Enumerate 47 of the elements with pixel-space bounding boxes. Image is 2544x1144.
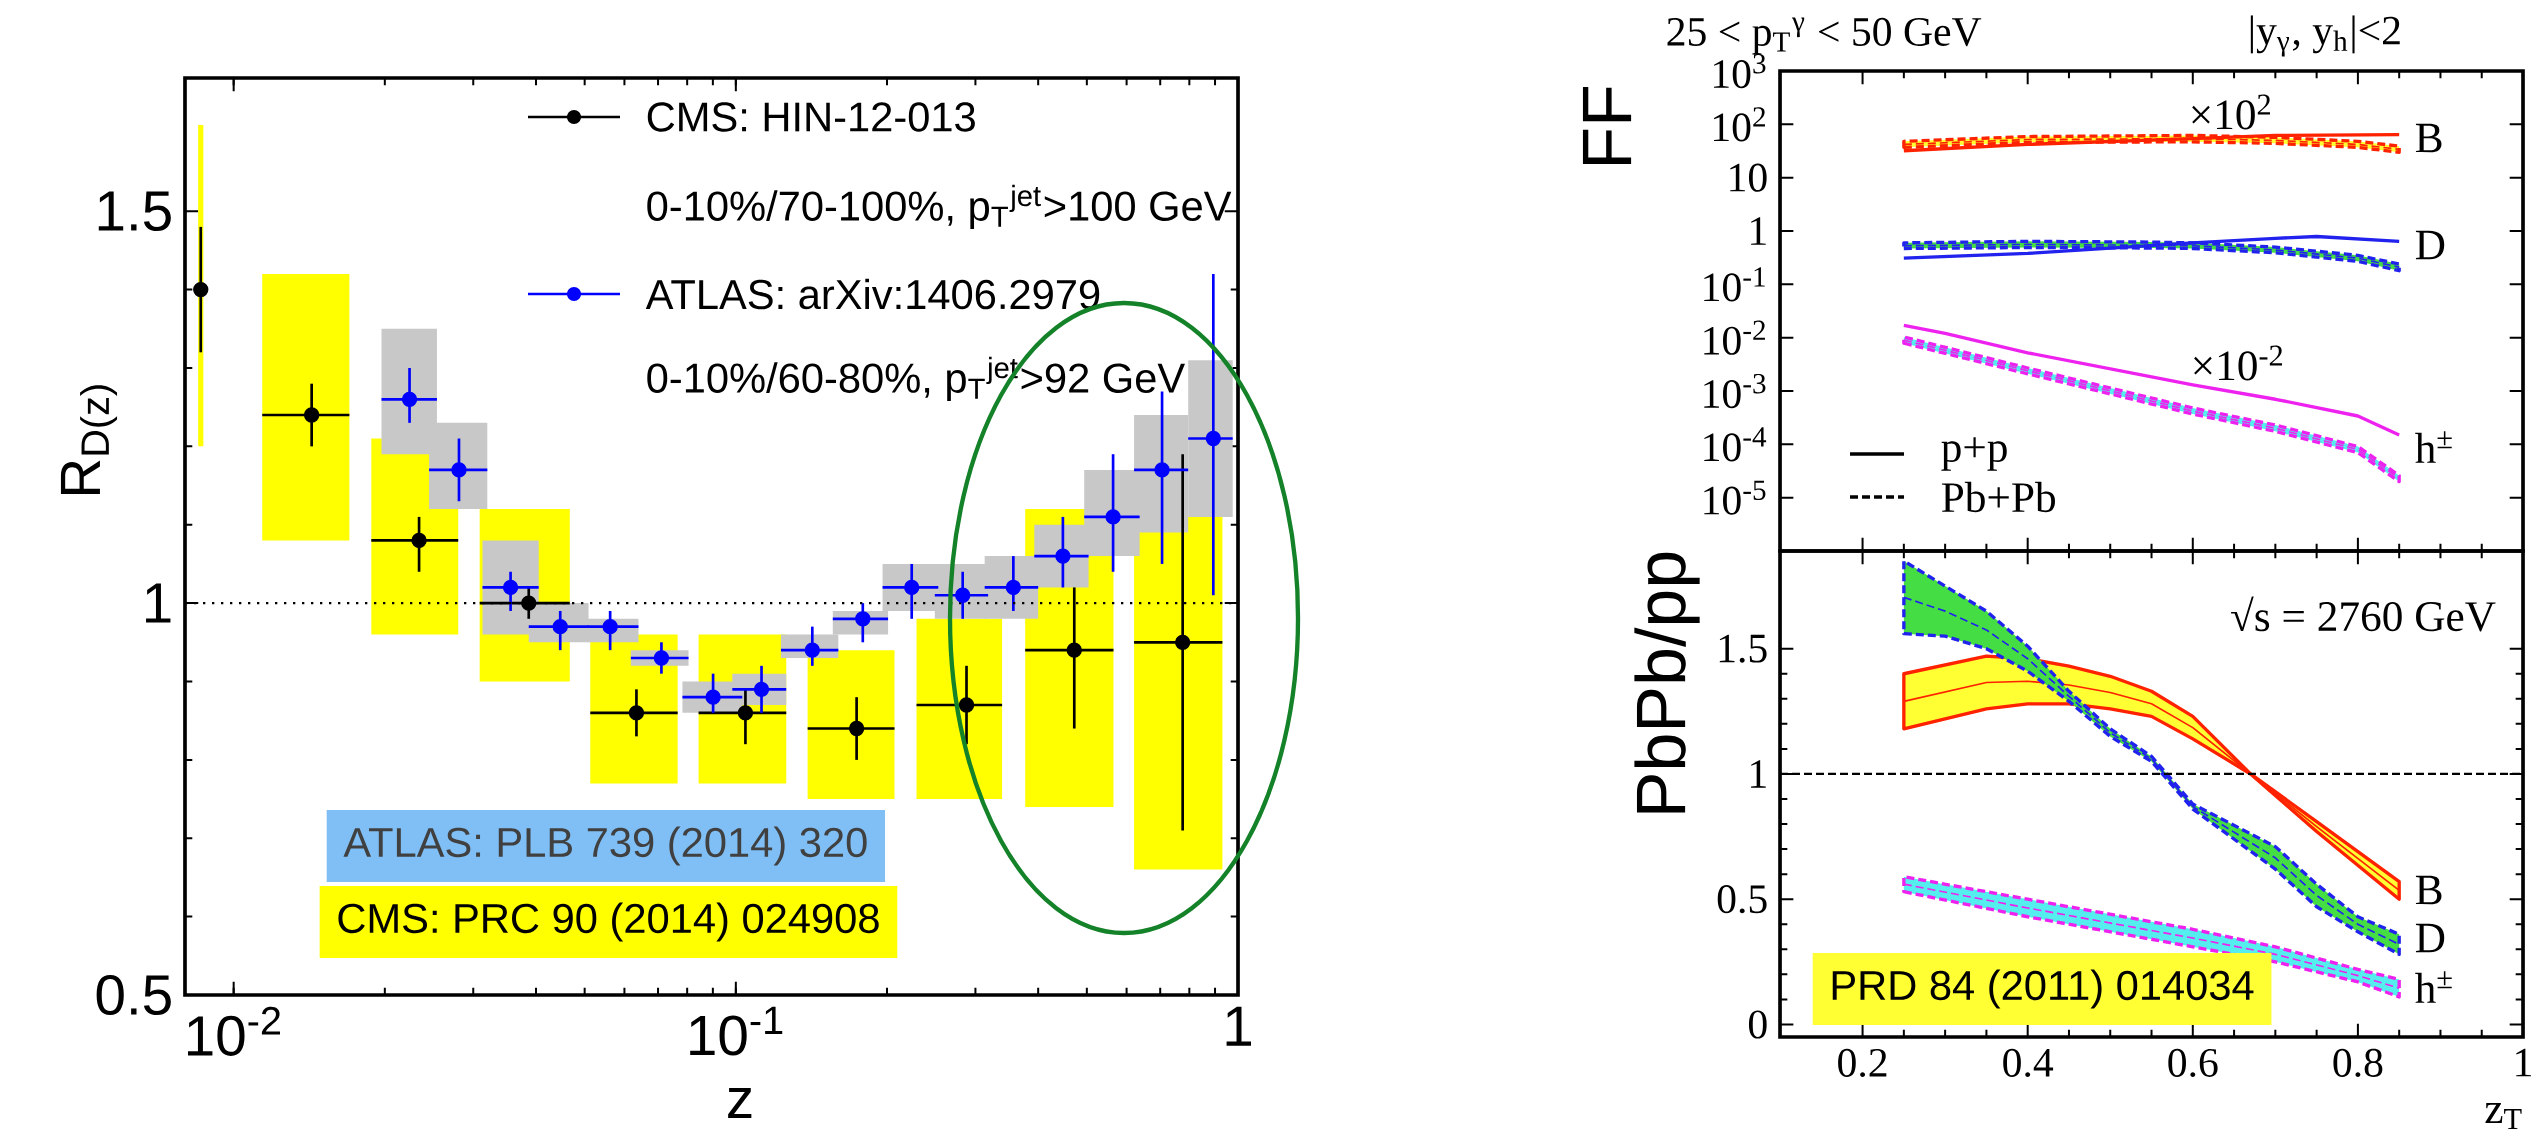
x-tick-label: 0.6 bbox=[2168, 1048, 2218, 1078]
y-tick-label: 1 bbox=[1751, 217, 1766, 245]
annotation: h$^{±}$ bbox=[2415, 431, 2452, 463]
x-tick-label: 0.2 bbox=[1838, 1048, 1887, 1078]
x-tick-label: 10$^{-2}$ bbox=[188, 1006, 280, 1056]
y-tick-label: 10$^{-4}$ bbox=[1704, 427, 1767, 462]
chart-title: 25 < p$_{T}$$^{γ}$ < 50 GeV bbox=[1667, 17, 1982, 55]
annotation: D bbox=[2415, 923, 2445, 953]
x-tick-label: 0.4 bbox=[2003, 1048, 2054, 1078]
y-tick-label: 1.5 bbox=[1719, 634, 1767, 663]
x-axis-title: z$_{T}$ bbox=[2485, 1103, 2522, 1129]
y-tick-label: 0.5 bbox=[1717, 885, 1767, 914]
y-tick-label: 10$^{-2}$ bbox=[1704, 320, 1765, 355]
annotation: B bbox=[2415, 123, 2442, 153]
y-tick-label: 10$^{-3}$ bbox=[1704, 373, 1766, 409]
legend-label: CMS: HIN-12-013 bbox=[647, 102, 975, 132]
annotation: ×10$^{-2}$ bbox=[2194, 345, 2283, 381]
x-axis-title: z bbox=[728, 1088, 752, 1118]
y-tick-label: 10$^{-1}$ bbox=[1704, 267, 1765, 302]
annotation: CMS: PRC 90 (2014) 024908 bbox=[338, 902, 879, 942]
y-tick-label: 1 bbox=[1751, 760, 1766, 788]
annotation: √s = 2760 GeV bbox=[2231, 596, 2496, 632]
annotation: ×10$^{2}$ bbox=[2192, 94, 2270, 130]
y-tick-label: 10$^{-5}$ bbox=[1704, 480, 1766, 515]
annotation: 0-10%/70-100%, p$_{T}$$^{jet}$>100 GeV bbox=[647, 184, 1232, 230]
y-tick-label: 10 bbox=[1730, 163, 1767, 192]
annotation: ATLAS: PLB 739 (2014) 320 bbox=[343, 826, 867, 866]
legend-label: ATLAS: arXiv:1406.2979 bbox=[645, 278, 1100, 310]
x-tick-label: 0.8 bbox=[2333, 1048, 2383, 1078]
y-tick-label: 0.5 bbox=[96, 974, 171, 1016]
annotation: D bbox=[2415, 230, 2445, 260]
annotation: PRD 84 (2011) 014034 bbox=[1832, 969, 2254, 1009]
y-axis-title: PbPb/pp bbox=[1634, 552, 1700, 813]
y-tick-label: 10$^{2}$ bbox=[1713, 107, 1765, 142]
x-tick-label: 1 bbox=[1226, 1006, 1251, 1046]
x-tick-label: 10$^{-1}$ bbox=[690, 1006, 783, 1056]
y-tick-label: 1.5 bbox=[98, 191, 171, 232]
y-tick-label: 0 bbox=[1748, 1010, 1767, 1039]
annotation: h$^{±}$ bbox=[2415, 971, 2452, 1003]
annotation: Pb+Pb bbox=[1941, 481, 2055, 513]
y-axis-title: R$_{D(z)}$ bbox=[60, 385, 118, 495]
annotation: B bbox=[2415, 875, 2442, 905]
chart-subtitle: |y$_{γ}$, y$_{h}$|<2 bbox=[2250, 15, 2400, 57]
annotation: p+p bbox=[1941, 437, 2007, 471]
y-axis-title: FF bbox=[1582, 87, 1632, 164]
x-tick-label: 1 bbox=[2516, 1048, 2531, 1077]
y-tick-label: 1 bbox=[146, 583, 171, 623]
